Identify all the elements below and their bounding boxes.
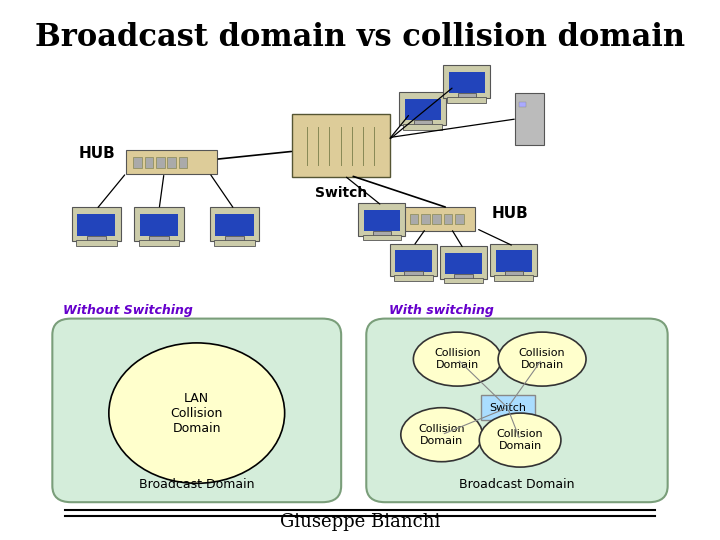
FancyBboxPatch shape (167, 157, 176, 168)
FancyBboxPatch shape (480, 395, 534, 420)
Text: LAN
Collision
Domain: LAN Collision Domain (171, 392, 223, 435)
FancyBboxPatch shape (444, 65, 490, 98)
FancyBboxPatch shape (432, 214, 441, 225)
FancyBboxPatch shape (135, 207, 184, 241)
FancyBboxPatch shape (495, 275, 534, 281)
FancyBboxPatch shape (292, 114, 390, 177)
FancyBboxPatch shape (490, 244, 537, 276)
FancyBboxPatch shape (390, 244, 437, 276)
FancyBboxPatch shape (455, 214, 464, 225)
FancyBboxPatch shape (446, 253, 482, 274)
FancyBboxPatch shape (76, 240, 117, 246)
FancyBboxPatch shape (214, 240, 255, 246)
Text: Broadcast Domain: Broadcast Domain (139, 478, 254, 491)
Text: Broadcast domain vs collision domain: Broadcast domain vs collision domain (35, 22, 685, 52)
FancyBboxPatch shape (140, 213, 179, 237)
Text: HUB: HUB (492, 206, 528, 221)
FancyBboxPatch shape (210, 207, 259, 241)
FancyBboxPatch shape (444, 278, 483, 284)
FancyBboxPatch shape (156, 157, 165, 168)
Text: Collision
Domain: Collision Domain (497, 429, 544, 451)
Text: Giuseppe Bianchi: Giuseppe Bianchi (280, 513, 440, 531)
FancyBboxPatch shape (458, 93, 476, 98)
Text: Broadcast Domain: Broadcast Domain (459, 478, 575, 491)
FancyBboxPatch shape (505, 272, 523, 276)
FancyBboxPatch shape (359, 203, 405, 235)
FancyBboxPatch shape (72, 207, 121, 241)
FancyBboxPatch shape (410, 214, 418, 225)
FancyBboxPatch shape (404, 272, 423, 276)
FancyBboxPatch shape (400, 92, 446, 125)
FancyBboxPatch shape (225, 236, 244, 241)
Text: Collision
Domain: Collision Domain (519, 348, 565, 370)
FancyBboxPatch shape (402, 207, 475, 231)
Text: Collision
Domain: Collision Domain (434, 348, 481, 370)
FancyBboxPatch shape (444, 214, 452, 225)
FancyBboxPatch shape (395, 250, 431, 272)
Text: With switching: With switching (390, 304, 494, 317)
FancyBboxPatch shape (421, 214, 430, 225)
Ellipse shape (109, 343, 284, 483)
FancyBboxPatch shape (515, 93, 544, 145)
Ellipse shape (401, 408, 482, 462)
FancyBboxPatch shape (126, 150, 217, 174)
FancyBboxPatch shape (394, 275, 433, 281)
FancyBboxPatch shape (139, 240, 179, 246)
FancyBboxPatch shape (454, 274, 473, 279)
FancyBboxPatch shape (520, 102, 526, 107)
FancyBboxPatch shape (364, 210, 400, 231)
FancyBboxPatch shape (363, 234, 401, 240)
Text: Switch: Switch (489, 403, 526, 413)
FancyBboxPatch shape (447, 97, 486, 103)
FancyBboxPatch shape (86, 236, 106, 241)
Ellipse shape (480, 413, 561, 467)
FancyBboxPatch shape (405, 99, 441, 120)
Text: HUB: HUB (78, 146, 115, 161)
Ellipse shape (498, 332, 586, 386)
FancyBboxPatch shape (449, 72, 485, 93)
FancyBboxPatch shape (145, 157, 153, 168)
FancyBboxPatch shape (366, 319, 667, 502)
FancyBboxPatch shape (440, 246, 487, 279)
FancyBboxPatch shape (373, 231, 391, 236)
FancyBboxPatch shape (413, 120, 432, 125)
FancyBboxPatch shape (53, 319, 341, 502)
FancyBboxPatch shape (133, 157, 142, 168)
FancyBboxPatch shape (495, 250, 532, 272)
Text: Switch: Switch (315, 186, 367, 200)
FancyBboxPatch shape (403, 124, 442, 130)
Ellipse shape (413, 332, 501, 386)
Text: Without Switching: Without Switching (63, 304, 193, 317)
FancyBboxPatch shape (215, 213, 253, 237)
Text: Collision
Domain: Collision Domain (418, 424, 465, 446)
FancyBboxPatch shape (179, 157, 187, 168)
FancyBboxPatch shape (77, 213, 115, 237)
FancyBboxPatch shape (150, 236, 168, 241)
